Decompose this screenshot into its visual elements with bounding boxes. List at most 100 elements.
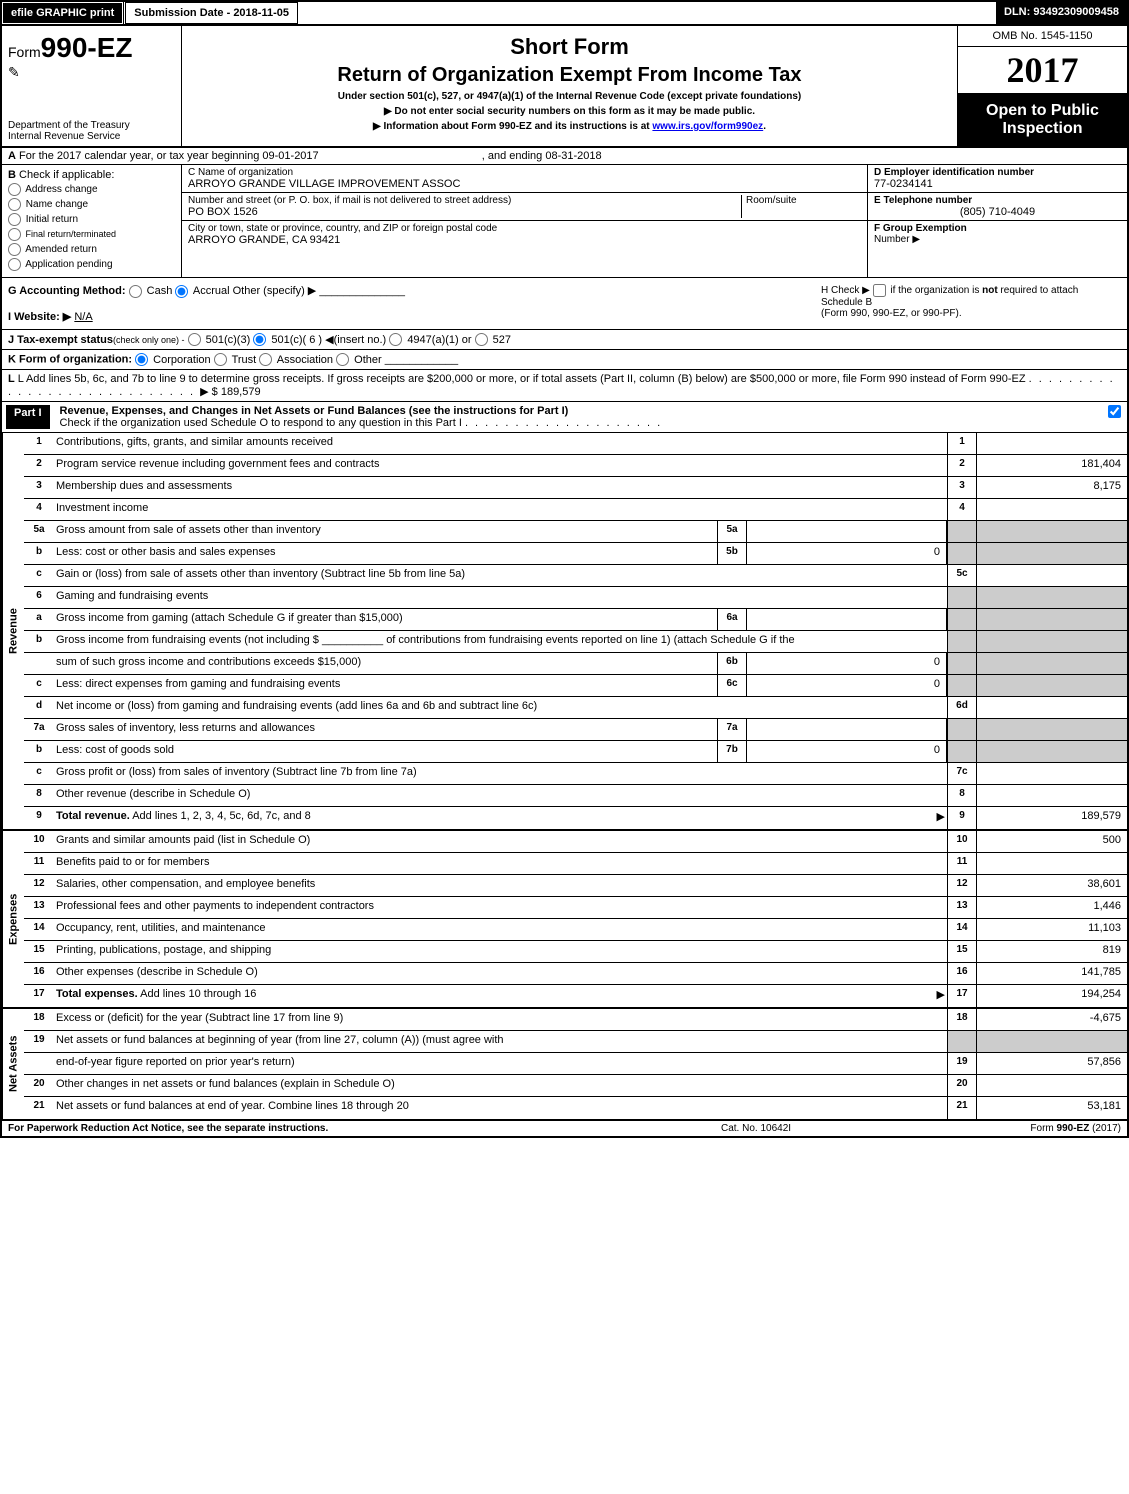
under-section: Under section 501(c), 527, or 4947(a)(1)… [190, 91, 949, 102]
line-number: 20 [24, 1075, 54, 1096]
ein-value: 77-0234141 [874, 178, 1121, 190]
room-suite-label: Room/suite [741, 195, 861, 218]
org-trust[interactable]: Trust [214, 354, 257, 366]
box-grey-val [977, 653, 1127, 674]
warning-ssn: ▶ Do not enter social security numbers o… [190, 106, 949, 117]
line-k-label: K Form of organization: [8, 354, 132, 366]
chk-schedule-b[interactable] [873, 284, 886, 297]
header-middle: Short Form Return of Organization Exempt… [182, 26, 957, 146]
open-to-public: Open to Public Inspection [958, 94, 1127, 146]
tax-527[interactable]: 527 [475, 334, 511, 346]
chk-final-return[interactable]: Final return/terminated [8, 228, 175, 241]
dln-label: DLN: 93492309009458 [996, 2, 1127, 24]
line-k: K Form of organization: Corporation Trus… [2, 350, 1127, 370]
tax-501c[interactable]: 501(c)( 6 ) ◀(insert no.) [253, 334, 386, 346]
line-number: 17 [24, 985, 54, 1007]
line-row: 6Gaming and fundraising events [24, 587, 1127, 609]
chk-initial-return[interactable]: Initial return [8, 213, 175, 226]
line-number: 19 [24, 1031, 54, 1052]
box-grey [947, 587, 977, 608]
line-text: Gross sales of inventory, less returns a… [54, 719, 717, 740]
box-grey-val [977, 609, 1127, 630]
open-line1: Open to Public [966, 102, 1119, 120]
chk-address-change[interactable]: Address change [8, 183, 175, 196]
box-value: 8,175 [977, 477, 1127, 498]
group-exemption-number: Number ▶ [874, 234, 1121, 245]
box-value: 57,856 [977, 1053, 1127, 1074]
chk-schedule-o[interactable] [1108, 405, 1121, 418]
box-value: 11,103 [977, 919, 1127, 940]
line-l: L L Add lines 5b, 6c, and 7b to line 9 t… [2, 370, 1127, 402]
box-c: C Name of organization ARROYO GRANDE VIL… [182, 165, 867, 277]
box-number: 13 [947, 897, 977, 918]
part-i-title: Revenue, Expenses, and Changes in Net As… [60, 405, 569, 417]
org-corporation[interactable]: Corporation [135, 354, 211, 366]
box-value [977, 433, 1127, 454]
line-row: bLess: cost or other basis and sales exp… [24, 543, 1127, 565]
chk-amended-return[interactable]: Amended return [8, 243, 175, 256]
box-number: 9 [947, 807, 977, 829]
form-header: Form990-EZ ✎ Department of the Treasury … [2, 26, 1127, 148]
box-grey-val [977, 543, 1127, 564]
sub-line-number: 5b [717, 543, 747, 564]
block-bcd: B Check if applicable: Address change Na… [2, 165, 1127, 278]
line-text: Printing, publications, postage, and shi… [54, 941, 947, 962]
line-text: Less: direct expenses from gaming and fu… [54, 675, 717, 696]
box-value: 819 [977, 941, 1127, 962]
irs-link[interactable]: www.irs.gov/form990ez [652, 121, 763, 132]
box-grey [947, 521, 977, 542]
org-street: PO BOX 1526 [188, 206, 741, 218]
line-i-label: I Website: ▶ [8, 311, 71, 323]
line-text: Total expenses. Add lines 10 through 16 … [54, 985, 947, 1007]
line-row: 8Other revenue (describe in Schedule O)8 [24, 785, 1127, 807]
line-number: 4 [24, 499, 54, 520]
line-row: 21Net assets or fund balances at end of … [24, 1097, 1127, 1119]
line-row: 18Excess or (deficit) for the year (Subt… [24, 1009, 1127, 1031]
box-number: 21 [947, 1097, 977, 1119]
box-number: 14 [947, 919, 977, 940]
chk-name-change[interactable]: Name change [8, 198, 175, 211]
box-number: 15 [947, 941, 977, 962]
box-value [977, 499, 1127, 520]
box-grey [947, 1031, 977, 1052]
sub-line-value: 0 [747, 543, 947, 564]
box-value: 181,404 [977, 455, 1127, 476]
box-c-name-label: C Name of organization [188, 167, 861, 178]
tax-4947[interactable]: 4947(a)(1) or [389, 334, 471, 346]
line-text: Membership dues and assessments [54, 477, 947, 498]
line-row: 11Benefits paid to or for members11 [24, 853, 1127, 875]
org-other[interactable]: Other [336, 354, 382, 366]
line-row: bGross income from fundraising events (n… [24, 631, 1127, 653]
box-value: 194,254 [977, 985, 1127, 1007]
line-text: Net assets or fund balances at beginning… [54, 1031, 947, 1052]
line-number: b [24, 741, 54, 762]
line-text: Less: cost of goods sold [54, 741, 717, 762]
sub-line-number: 6b [717, 653, 747, 674]
box-number: 12 [947, 875, 977, 896]
acct-accrual[interactable]: Accrual [175, 285, 229, 297]
line-row: cLess: direct expenses from gaming and f… [24, 675, 1127, 697]
box-value: 141,785 [977, 963, 1127, 984]
line-text: Investment income [54, 499, 947, 520]
line-h-not: not [982, 285, 998, 296]
line-number: 9 [24, 807, 54, 829]
line-number: 10 [24, 831, 54, 852]
sub-line-value [747, 521, 947, 542]
box-number: 11 [947, 853, 977, 874]
org-association[interactable]: Association [259, 354, 333, 366]
line-number: c [24, 763, 54, 784]
chk-application-pending[interactable]: Application pending [8, 258, 175, 271]
line-row: sum of such gross income and contributio… [24, 653, 1127, 675]
line-number [24, 1053, 54, 1074]
line-a-begin: For the 2017 calendar year, or tax year … [19, 150, 319, 162]
box-grey [947, 609, 977, 630]
tax-501c3[interactable]: 501(c)(3) [188, 334, 251, 346]
acct-other: Other (specify) ▶ [233, 285, 317, 297]
box-d: D Employer identification number 77-0234… [867, 165, 1127, 277]
box-grey [947, 675, 977, 696]
line-number: 6 [24, 587, 54, 608]
line-g-label: G Accounting Method: [8, 285, 126, 297]
box-value [977, 785, 1127, 806]
line-number: 12 [24, 875, 54, 896]
acct-cash[interactable]: Cash [129, 285, 173, 297]
